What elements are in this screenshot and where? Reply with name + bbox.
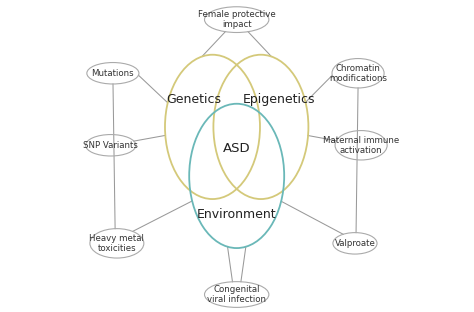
Text: Valproate: Valproate [335,239,375,248]
Text: Maternal immune
activation: Maternal immune activation [323,136,399,155]
Text: Genetics: Genetics [166,93,222,106]
Text: Environment: Environment [197,208,276,221]
Text: Heavy metal
toxicities: Heavy metal toxicities [90,234,144,253]
Text: Female protective
impact: Female protective impact [198,10,275,29]
Text: Mutations: Mutations [91,69,134,78]
Text: Chromatin
modifications: Chromatin modifications [329,64,387,83]
Text: ASD: ASD [223,142,250,155]
Text: SNP Variants: SNP Variants [83,141,138,150]
Text: Epigenetics: Epigenetics [243,93,316,106]
Text: Congenital
viral infection: Congenital viral infection [207,285,266,304]
